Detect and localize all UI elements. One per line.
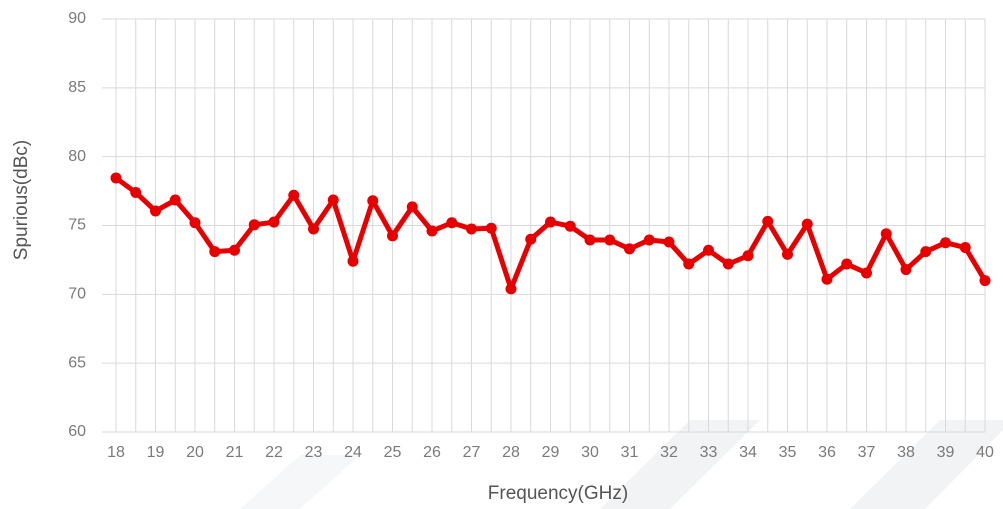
x-tick-label: 31 xyxy=(621,444,639,461)
x-tick-label: 21 xyxy=(226,444,244,461)
data-point xyxy=(248,219,260,231)
data-point xyxy=(624,243,635,255)
background-stripe xyxy=(850,420,1003,509)
x-tick-label: 19 xyxy=(147,444,165,461)
data-point xyxy=(169,194,181,206)
x-tick-label: 34 xyxy=(739,444,757,461)
data-point xyxy=(762,215,774,227)
y-axis-title: Spurious(dBc) xyxy=(11,140,32,260)
data-point xyxy=(110,172,122,184)
x-tick-label: 27 xyxy=(463,444,481,461)
data-point xyxy=(347,255,359,267)
data-point xyxy=(959,242,971,254)
data-point xyxy=(525,233,537,245)
data-point xyxy=(466,223,477,235)
background-stripe xyxy=(240,455,360,509)
x-tick-label: 25 xyxy=(384,444,402,461)
data-point xyxy=(505,283,517,295)
y-tick-label: 90 xyxy=(68,10,86,27)
data-point xyxy=(288,189,300,201)
data-point xyxy=(900,264,912,276)
x-tick-label: 18 xyxy=(107,444,125,461)
y-tick-label: 65 xyxy=(68,354,86,371)
data-point xyxy=(722,258,734,270)
x-tick-label: 20 xyxy=(186,444,204,461)
x-tick-label: 26 xyxy=(423,444,441,461)
data-point xyxy=(150,205,161,217)
x-axis-title: Frequency(GHz) xyxy=(488,483,628,504)
data-point xyxy=(268,216,280,228)
data-point xyxy=(643,234,655,246)
data-point xyxy=(940,237,951,249)
x-tick-label: 28 xyxy=(502,444,520,461)
data-point xyxy=(564,220,576,232)
x-tick-label: 37 xyxy=(858,444,876,461)
y-tick-label: 75 xyxy=(68,217,86,234)
x-tick-label: 23 xyxy=(305,444,323,461)
data-point xyxy=(545,216,556,228)
y-tick-label: 85 xyxy=(68,79,86,96)
data-point xyxy=(604,234,616,246)
data-point xyxy=(130,186,142,198)
x-tick-label: 40 xyxy=(976,444,994,461)
y-tick-label: 60 xyxy=(68,423,86,440)
data-point xyxy=(406,201,418,213)
x-tick-label: 39 xyxy=(937,444,955,461)
data-point xyxy=(801,218,813,230)
data-point xyxy=(387,230,398,242)
data-point xyxy=(229,244,240,256)
x-tick-label: 29 xyxy=(542,444,560,461)
data-point xyxy=(920,246,932,258)
data-point xyxy=(663,236,675,248)
data-point xyxy=(367,195,379,207)
x-tick-label: 30 xyxy=(581,444,599,461)
data-point xyxy=(584,234,596,246)
data-point xyxy=(327,194,339,206)
x-tick-label: 32 xyxy=(660,444,678,461)
x-tick-label: 24 xyxy=(344,444,362,461)
data-point xyxy=(861,267,872,279)
data-point xyxy=(446,217,458,229)
x-tick-label: 35 xyxy=(779,444,797,461)
data-point xyxy=(308,223,319,235)
y-tick-label: 80 xyxy=(68,148,86,165)
data-point xyxy=(209,246,221,258)
x-tick-label: 33 xyxy=(700,444,718,461)
data-point xyxy=(426,225,438,237)
y-tick-label: 70 xyxy=(68,286,86,303)
data-point xyxy=(841,258,853,270)
background-stripe xyxy=(600,420,760,509)
x-tick-label: 36 xyxy=(818,444,836,461)
data-point xyxy=(683,258,695,270)
data-point xyxy=(742,250,754,262)
data-point xyxy=(821,273,833,285)
data-point xyxy=(485,222,497,234)
data-point xyxy=(782,248,793,260)
x-tick-label: 38 xyxy=(897,444,915,461)
data-point xyxy=(880,228,892,240)
data-point xyxy=(979,275,991,287)
data-point xyxy=(703,244,714,256)
data-point xyxy=(189,217,201,229)
x-tick-label: 22 xyxy=(265,444,283,461)
